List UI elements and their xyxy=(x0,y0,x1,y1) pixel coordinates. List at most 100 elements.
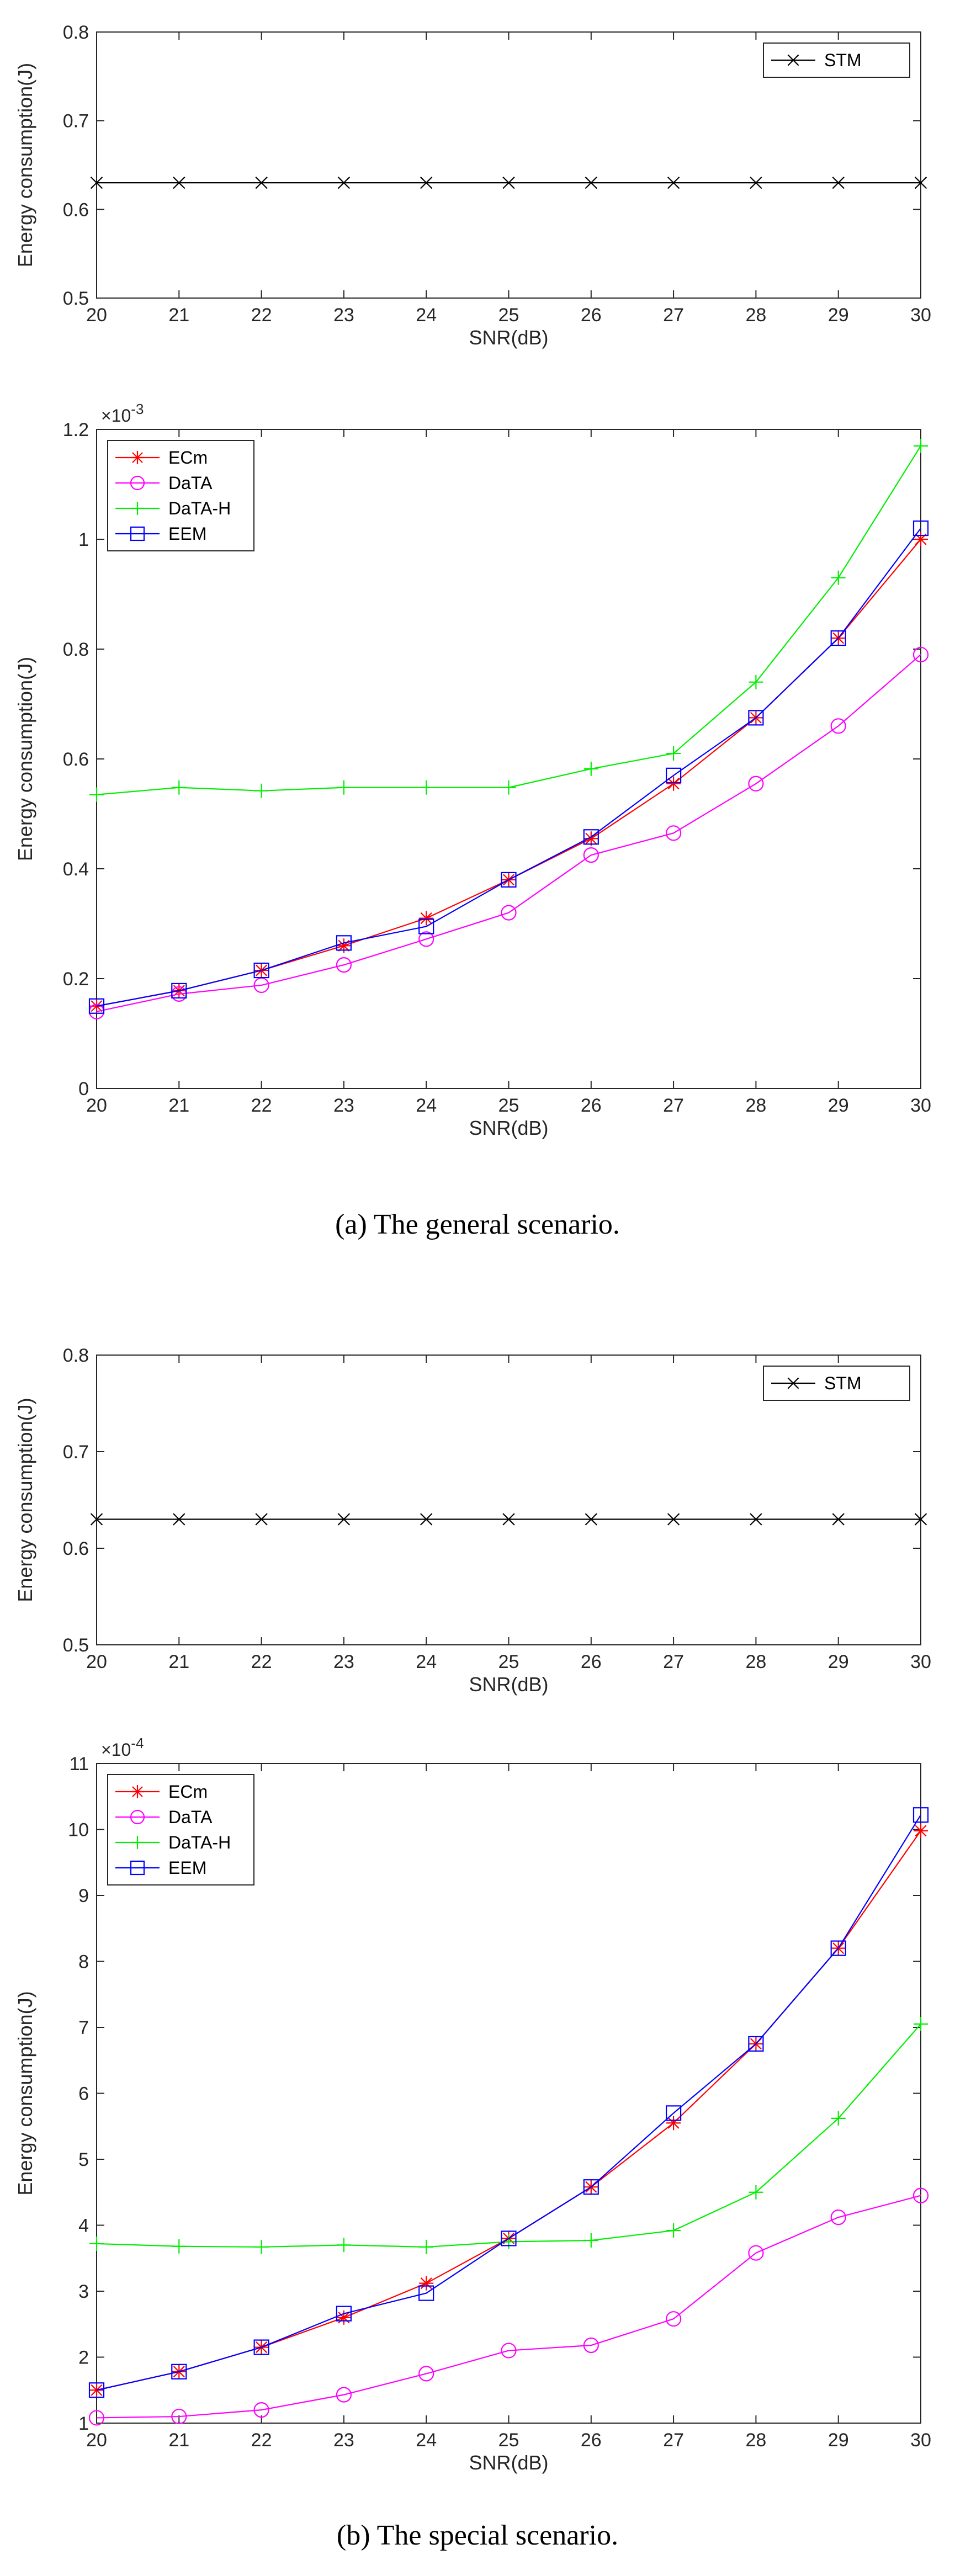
x-tick-label: 24 xyxy=(416,1651,437,1672)
data-point-eem xyxy=(583,2179,599,2195)
data-point-eem xyxy=(88,998,105,1014)
legend-swatch-marker xyxy=(130,1860,145,1876)
x-tick-label: 21 xyxy=(168,1095,189,1116)
x-tick-label: 27 xyxy=(663,1095,684,1116)
y-tick-label: 2 xyxy=(78,2347,89,2368)
data-point-stm xyxy=(914,1513,927,1526)
exponent-power: -4 xyxy=(131,1735,144,1751)
data-point-data xyxy=(336,2387,352,2403)
data-point-eem xyxy=(912,1807,929,1823)
data-point-eem xyxy=(912,520,929,537)
x-tick-label: 21 xyxy=(168,2430,189,2451)
data-point-data xyxy=(583,2337,599,2354)
x-tick-label: 20 xyxy=(86,1651,107,1672)
data-point-ecm xyxy=(583,831,598,846)
x-tick-label: 26 xyxy=(581,1651,602,1672)
x-tick-label: 24 xyxy=(416,2430,437,2451)
data-point-data-h xyxy=(89,2236,104,2251)
x-tick-label: 26 xyxy=(581,305,602,326)
series-data xyxy=(88,646,929,1019)
y-tick-label: 0.6 xyxy=(63,199,89,220)
data-point-stm xyxy=(173,1513,185,1526)
y-tick-label: 0.6 xyxy=(63,1538,89,1559)
series-eem xyxy=(88,1807,929,2398)
data-point-data-h xyxy=(89,787,104,802)
x-tick-label: 22 xyxy=(251,2430,272,2451)
x-tick-label: 25 xyxy=(498,305,519,326)
y-axis-label: Energy consumption(J) xyxy=(14,657,36,861)
x-tick-label: 26 xyxy=(581,2430,602,2451)
data-point-data-h xyxy=(336,780,351,795)
y-axis-label: Energy consumption(J) xyxy=(14,1398,36,1602)
data-point-eem xyxy=(336,2306,352,2322)
y-tick-label: 3 xyxy=(78,2281,89,2302)
chart-panel-3: 20 21 22 23 24 25 26 27 28 29 30 0.5 0.6 0.7 0.8 SNR(dB… xyxy=(14,1345,931,1696)
series-line-data-h xyxy=(96,2023,921,2248)
x-tick-label: 21 xyxy=(168,305,189,326)
x-tick-label: 25 xyxy=(498,1095,519,1116)
data-point-data-h xyxy=(914,438,928,453)
caption-a: (a) The general scenario. xyxy=(335,1209,620,1240)
series-eem xyxy=(88,520,929,1014)
series-ecm xyxy=(89,1823,928,2398)
y-tick-label: 9 xyxy=(78,1885,89,1906)
legend-swatch-marker xyxy=(131,1836,144,1849)
x-tick-label: 30 xyxy=(910,305,931,326)
legend: STM xyxy=(763,1366,910,1401)
x-tick-label: 29 xyxy=(828,1651,849,1672)
data-point-eem xyxy=(748,2036,764,2052)
data-point-stm xyxy=(502,1513,515,1526)
x-tick-label: 22 xyxy=(251,1651,272,1672)
legend: ECm DaTA DaTA-H EEM xyxy=(107,1774,254,1885)
data-point-data-h xyxy=(172,780,187,795)
legend-swatch-marker xyxy=(131,451,144,464)
data-point-data xyxy=(665,2311,682,2327)
y-tick-label: 1 xyxy=(78,529,89,550)
x-tick-label: 29 xyxy=(828,1095,849,1116)
x-axis-label: SNR(dB) xyxy=(469,2451,548,2474)
x-tick-label: 29 xyxy=(828,2430,849,2451)
data-point-data xyxy=(583,847,599,863)
legend-entry-data: DaTA xyxy=(168,473,213,493)
data-point-data-h xyxy=(914,2017,928,2032)
data-point-stm xyxy=(420,176,433,189)
legend-swatch-marker xyxy=(131,502,144,515)
legend-swatch-marker xyxy=(787,1377,799,1389)
data-point-data xyxy=(501,2343,517,2359)
legend-entry-stm: STM xyxy=(824,50,862,70)
data-point-data-h xyxy=(254,783,269,798)
data-point-ecm xyxy=(336,938,351,953)
data-point-data xyxy=(830,718,846,734)
x-tick-label: 20 xyxy=(86,305,107,326)
data-point-stm xyxy=(667,176,680,189)
data-point-data-h xyxy=(254,2239,269,2254)
y-axis-label: Energy consumption(J) xyxy=(14,1991,36,2195)
data-point-eem xyxy=(665,2105,682,2121)
data-point-eem xyxy=(88,2382,105,2398)
data-point-ecm xyxy=(419,2276,434,2291)
x-tick-label: 23 xyxy=(333,1651,354,1672)
y-tick-label: 11 xyxy=(70,1754,89,1775)
exponent-power: -3 xyxy=(131,401,144,417)
x-axis-label: SNR(dB) xyxy=(469,1673,548,1696)
chart-panel-2: 20 21 22 23 24 25 26 27 28 29 30 0 0.2 0.4 0.6 0.8 1 1.2 S… xyxy=(14,401,931,1139)
data-point-data xyxy=(830,2209,846,2226)
data-point-stm xyxy=(337,1513,351,1526)
legend-swatch-marker xyxy=(131,1785,144,1798)
data-point-data-h xyxy=(336,2238,351,2253)
y-tick-label: 0.6 xyxy=(63,749,89,770)
y-tick-label: 10 xyxy=(68,1820,89,1841)
data-point-stm xyxy=(337,176,351,189)
exponent-base: ×10 xyxy=(101,406,131,426)
x-axis-label: SNR(dB) xyxy=(469,1117,548,1139)
data-point-eem xyxy=(830,630,846,646)
y-tick-label: 0.4 xyxy=(63,859,89,880)
data-point-ecm xyxy=(666,776,681,791)
data-point-data xyxy=(912,646,929,663)
data-point-data-h xyxy=(666,746,681,761)
chart-panel-1: 20 21 22 23 24 25 26 27 28 29 30 0.5 0.6 0.7 0.8 SNR(dB… xyxy=(14,22,931,349)
x-tick-label: 20 xyxy=(86,1095,107,1116)
series-line-data xyxy=(96,2195,921,2419)
series-line-ecm xyxy=(96,1830,921,2391)
